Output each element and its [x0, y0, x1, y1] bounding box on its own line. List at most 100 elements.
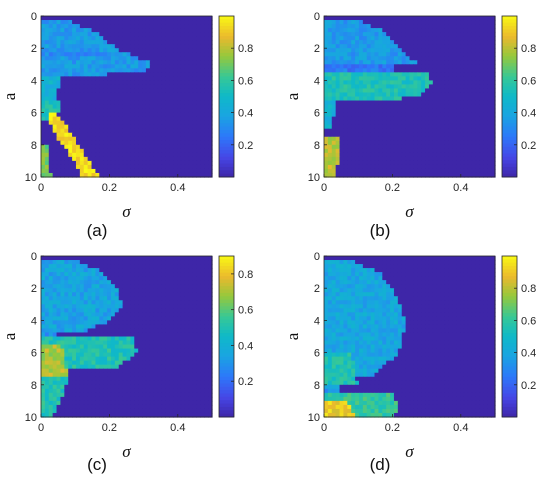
heatmap-cell	[169, 44, 174, 49]
heatmap-cell	[386, 44, 391, 49]
heatmap-cell	[130, 108, 135, 114]
heatmap-cell	[48, 92, 54, 98]
heatmap-cell	[99, 280, 104, 285]
heatmap-cell	[335, 80, 341, 86]
heatmap-cell	[99, 16, 104, 21]
heatmap-cell	[91, 92, 97, 98]
heatmap-cell	[331, 20, 337, 25]
heatmap-cell	[460, 132, 465, 138]
heatmap-cell	[114, 352, 120, 358]
heatmap-cell	[351, 88, 356, 94]
heatmap-cell	[64, 44, 69, 49]
heatmap-cell	[401, 36, 407, 41]
heatmap-cell	[169, 132, 174, 138]
heatmap-cell	[41, 136, 46, 142]
heatmap-cell	[138, 268, 143, 273]
heatmap-cell	[180, 364, 186, 370]
heatmap-cell	[126, 332, 131, 338]
heatmap-cell	[161, 316, 166, 322]
heatmap-cell	[134, 24, 139, 29]
heatmap-cell	[331, 88, 337, 94]
heatmap-cell	[107, 344, 112, 350]
heatmap-cell	[386, 112, 391, 118]
heatmap-cell	[126, 108, 131, 114]
heatmap-cell	[165, 120, 170, 126]
heatmap-cell	[192, 276, 198, 281]
heatmap-cell	[428, 36, 434, 41]
heatmap-cell	[142, 276, 147, 281]
heatmap-cell	[204, 72, 209, 77]
heatmap-cell	[44, 144, 50, 150]
heatmap-cell	[487, 120, 492, 126]
heatmap-cell	[487, 28, 492, 33]
heatmap-cell	[471, 56, 477, 61]
heatmap-cell	[72, 276, 77, 281]
heatmap-cell	[99, 36, 104, 41]
heatmap-cell	[339, 68, 345, 73]
heatmap-cell	[428, 52, 434, 57]
heatmap-cell	[41, 336, 46, 342]
heatmap-cell	[204, 168, 209, 174]
heatmap-cell	[87, 360, 93, 366]
heatmap-cell	[149, 276, 155, 281]
heatmap-cell	[196, 320, 201, 326]
heatmap-cell	[110, 20, 116, 25]
heatmap-cell	[95, 40, 100, 45]
heatmap-cell	[138, 16, 143, 21]
heatmap-cell	[452, 96, 457, 102]
heatmap-cell	[48, 168, 54, 174]
heatmap-cell	[103, 140, 108, 146]
heatmap-cell	[180, 156, 186, 162]
heatmap-cell	[188, 72, 194, 77]
heatmap-cell	[351, 72, 356, 77]
heatmap-cell	[390, 24, 395, 29]
heatmap-cell	[169, 348, 174, 354]
heatmap-cell	[157, 256, 163, 261]
heatmap-cell	[48, 172, 54, 178]
heatmap-cell	[421, 124, 426, 130]
heatmap-cell	[409, 100, 414, 106]
heatmap-cell	[397, 24, 403, 29]
colorbar-segment	[219, 73, 234, 77]
heatmap-cell	[409, 24, 414, 29]
heatmap-cell	[52, 356, 58, 362]
heatmap-cell	[421, 56, 426, 61]
heatmap-cell	[60, 300, 65, 305]
heatmap-cell	[118, 340, 124, 346]
heatmap-cell	[142, 116, 147, 122]
heatmap-cell	[479, 148, 484, 154]
heatmap-cell	[41, 112, 46, 118]
heatmap-cell	[208, 20, 213, 25]
heatmap-cell	[192, 160, 198, 166]
heatmap-cell	[41, 88, 46, 94]
heatmap-cell	[421, 112, 426, 118]
heatmap-cell	[397, 44, 403, 49]
heatmap-cell	[142, 120, 147, 126]
heatmap-cell	[169, 48, 174, 53]
heatmap-cell	[405, 52, 411, 57]
heatmap-cell	[467, 140, 473, 146]
heatmap-cell	[355, 96, 360, 102]
heatmap-cell	[188, 100, 194, 106]
heatmap-cell	[68, 272, 73, 277]
heatmap-cell	[173, 372, 178, 378]
heatmap-cell	[118, 24, 124, 29]
heatmap-cell	[339, 84, 345, 90]
heatmap-cell	[405, 168, 411, 174]
heatmap-cell	[83, 40, 89, 45]
heatmap-cell	[413, 44, 418, 49]
heatmap-cell	[460, 168, 465, 174]
heatmap-cell	[44, 296, 50, 301]
heatmap-cell	[48, 308, 54, 313]
heatmap-cell	[110, 88, 116, 94]
heatmap-cell	[157, 96, 163, 102]
heatmap-cell	[56, 36, 62, 41]
heatmap-cell	[177, 276, 182, 281]
heatmap-cell	[118, 148, 124, 154]
heatmap-cell	[479, 60, 484, 65]
heatmap-cell	[138, 264, 143, 269]
heatmap-cell	[165, 68, 170, 73]
heatmap-cell	[64, 120, 69, 126]
heatmap-cell	[118, 372, 124, 378]
heatmap-cell	[68, 64, 73, 69]
